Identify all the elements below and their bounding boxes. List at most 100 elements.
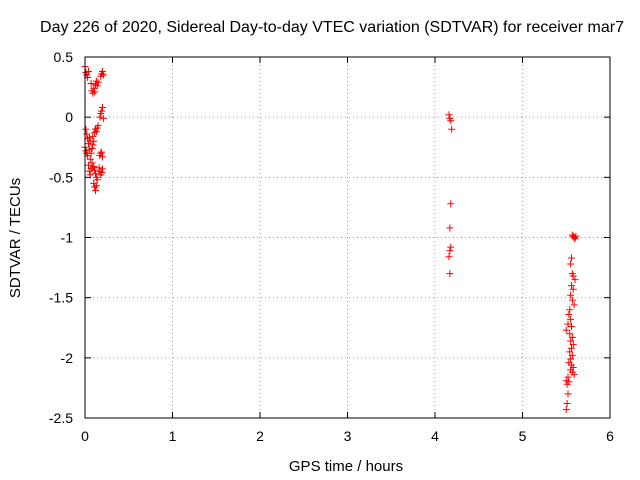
data-point — [564, 390, 572, 398]
data-point — [570, 234, 578, 241]
data-point — [86, 137, 94, 145]
data-point — [446, 247, 454, 255]
data-point — [568, 282, 575, 290]
data-point — [99, 153, 106, 161]
data-point — [82, 125, 90, 133]
data-point — [562, 406, 570, 414]
y-tick-label: -2.5 — [49, 410, 73, 426]
data-point — [568, 351, 576, 359]
axis-ticks: 0 1 2 3 4 5 6 0.5 0 -0.5 -1 -1.5 -2 -2.5 — [49, 49, 614, 444]
data-point — [445, 111, 453, 119]
x-tick-label: 2 — [256, 428, 264, 444]
data-point — [92, 182, 100, 190]
data-point — [570, 371, 578, 379]
y-tick-label: -2 — [61, 350, 74, 366]
data-point — [86, 171, 94, 179]
x-tick-label: 4 — [431, 428, 439, 444]
data-point — [91, 129, 99, 137]
x-tick-label: 5 — [519, 428, 527, 444]
x-axis-label: GPS time / hours — [289, 458, 403, 475]
data-point — [88, 144, 96, 152]
x-tick-label: 1 — [169, 428, 177, 444]
data-point — [85, 67, 92, 75]
data-point — [95, 164, 103, 172]
y-tick-label: -1.5 — [49, 290, 73, 306]
data-point — [99, 71, 107, 79]
data-point — [99, 67, 106, 75]
data-point — [94, 78, 102, 86]
data-point — [565, 311, 573, 319]
data-point — [567, 291, 575, 299]
data-point — [569, 341, 577, 349]
data-point — [83, 130, 91, 138]
data-point — [85, 134, 93, 142]
data-point — [564, 373, 572, 381]
y-tick-label: 0 — [65, 109, 73, 125]
data-point — [91, 166, 99, 174]
data-point — [571, 276, 579, 284]
data-point — [99, 165, 106, 173]
data-point — [572, 232, 580, 240]
data-point — [566, 330, 574, 338]
data-point — [566, 306, 574, 314]
data-point — [568, 254, 575, 262]
x-tick-label: 0 — [81, 428, 89, 444]
data-point — [87, 149, 95, 157]
data-point — [92, 187, 99, 195]
data-point — [445, 253, 453, 261]
data-point — [97, 149, 105, 157]
y-tick-label: 0.5 — [54, 49, 74, 65]
data-points — [81, 63, 580, 414]
data-point — [447, 117, 455, 125]
data-point — [93, 176, 101, 184]
data-point — [568, 296, 576, 304]
data-point — [88, 159, 96, 167]
data-point — [562, 326, 570, 334]
x-tick-label: 6 — [606, 428, 614, 444]
data-point — [448, 125, 456, 133]
data-point — [567, 355, 575, 363]
data-point — [98, 148, 106, 156]
data-point — [90, 163, 98, 171]
data-point — [565, 378, 573, 386]
data-point — [446, 224, 454, 232]
y-tick-label: -0.5 — [49, 169, 73, 185]
data-point — [99, 104, 106, 112]
data-point — [446, 270, 454, 278]
data-point — [566, 348, 574, 356]
data-point — [447, 200, 455, 208]
data-point — [94, 122, 102, 130]
data-point — [89, 132, 97, 140]
data-point — [98, 107, 106, 115]
plot-frame — [84, 56, 611, 419]
data-point — [567, 315, 575, 323]
data-point — [92, 77, 100, 85]
data-point — [568, 323, 575, 331]
data-point — [567, 260, 575, 268]
x-tick-label: 3 — [344, 428, 352, 444]
data-point — [87, 79, 95, 87]
data-point — [91, 88, 99, 96]
data-point — [567, 337, 575, 345]
y-tick-label: -1 — [61, 230, 74, 246]
data-point — [98, 169, 106, 177]
data-point — [569, 285, 577, 293]
data-point — [570, 301, 578, 309]
data-point — [569, 272, 577, 280]
data-point — [447, 243, 455, 251]
data-point — [92, 170, 99, 178]
data-point — [568, 344, 575, 352]
chart-title: Day 226 of 2020, Sidereal Day-to-day VTE… — [40, 19, 624, 36]
data-point — [96, 113, 104, 121]
data-point — [89, 89, 97, 97]
y-axis-label: SDTVAR / TECUs — [7, 178, 24, 298]
data-point — [568, 333, 576, 341]
data-point — [99, 114, 107, 122]
data-point — [563, 400, 571, 408]
data-point — [93, 82, 101, 90]
data-point — [86, 155, 94, 163]
data-point — [91, 183, 99, 191]
data-point — [92, 128, 100, 136]
data-point — [89, 141, 97, 149]
